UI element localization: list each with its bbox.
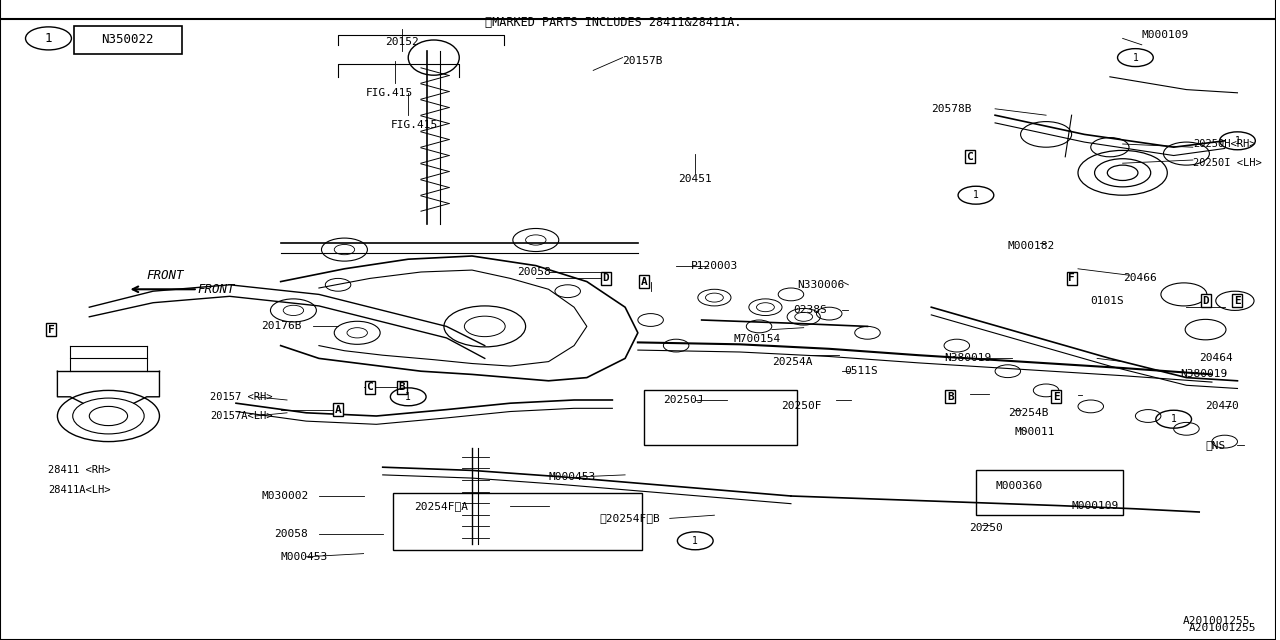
Text: P120003: P120003 <box>691 260 739 271</box>
Text: 28411A<LH>: 28411A<LH> <box>49 484 111 495</box>
Text: 0101S: 0101S <box>1091 296 1125 306</box>
Text: 20152: 20152 <box>385 36 419 47</box>
Text: 20058: 20058 <box>274 529 308 540</box>
Text: 1: 1 <box>1171 414 1176 424</box>
Text: 1: 1 <box>973 190 979 200</box>
Text: FRONT: FRONT <box>197 283 236 296</box>
Text: F: F <box>1069 273 1075 284</box>
Text: E: E <box>1234 296 1240 306</box>
Text: 20466: 20466 <box>1123 273 1156 284</box>
Text: C: C <box>366 382 374 392</box>
Text: M700154: M700154 <box>733 334 781 344</box>
Text: 0511S: 0511S <box>845 366 878 376</box>
Text: 20578B: 20578B <box>932 104 972 114</box>
Text: 20250J: 20250J <box>663 395 704 405</box>
Text: M00011: M00011 <box>1014 427 1055 437</box>
Text: 20250F: 20250F <box>781 401 822 412</box>
Text: 1: 1 <box>45 32 52 45</box>
Text: 20250: 20250 <box>969 523 1004 533</box>
Text: A: A <box>641 276 648 287</box>
Text: M030002: M030002 <box>261 491 308 501</box>
Text: B: B <box>398 382 406 392</box>
Text: 20254F※A: 20254F※A <box>415 500 468 511</box>
Text: N380019: N380019 <box>945 353 991 364</box>
Text: FIG.415: FIG.415 <box>390 120 438 130</box>
FancyBboxPatch shape <box>74 26 183 54</box>
Text: B: B <box>947 392 954 402</box>
Text: 20157A<LH>: 20157A<LH> <box>210 411 273 421</box>
Text: 0238S: 0238S <box>794 305 827 316</box>
Text: 1: 1 <box>1133 52 1138 63</box>
Text: 1: 1 <box>692 536 698 546</box>
FancyBboxPatch shape <box>393 493 641 550</box>
Text: M000453: M000453 <box>549 472 595 482</box>
Text: M000360: M000360 <box>995 481 1042 492</box>
Text: 20254A: 20254A <box>772 356 813 367</box>
Text: M000109: M000109 <box>1142 30 1189 40</box>
Text: N330006: N330006 <box>797 280 845 290</box>
Text: 20254B: 20254B <box>1007 408 1048 418</box>
FancyBboxPatch shape <box>975 470 1123 515</box>
Text: 28411 <RH>: 28411 <RH> <box>49 465 111 476</box>
Text: A: A <box>334 404 342 415</box>
Text: 20470: 20470 <box>1206 401 1239 412</box>
Text: 20176B: 20176B <box>261 321 302 332</box>
Text: 20250I <LH>: 20250I <LH> <box>1193 158 1262 168</box>
Text: 20451: 20451 <box>678 174 712 184</box>
Text: ※MARKED PARTS INCLUDES 28411&28411A.: ※MARKED PARTS INCLUDES 28411&28411A. <box>485 16 741 29</box>
Text: N350022: N350022 <box>101 33 154 46</box>
Text: ※NS: ※NS <box>1206 440 1226 450</box>
FancyBboxPatch shape <box>644 390 797 445</box>
Text: FRONT: FRONT <box>147 269 184 282</box>
Text: 1: 1 <box>406 392 411 402</box>
Text: 20058: 20058 <box>517 267 550 277</box>
Text: E: E <box>1053 392 1060 402</box>
Text: M000182: M000182 <box>1007 241 1055 252</box>
Text: 1: 1 <box>1234 136 1240 146</box>
Text: FIG.415: FIG.415 <box>366 88 412 98</box>
Text: M000109: M000109 <box>1071 500 1119 511</box>
Text: A201001255: A201001255 <box>1189 623 1257 634</box>
Text: F: F <box>47 324 55 335</box>
Text: M000453: M000453 <box>280 552 328 562</box>
Text: D: D <box>1202 296 1208 306</box>
Text: 20157B: 20157B <box>622 56 663 66</box>
Text: 20157 <RH>: 20157 <RH> <box>210 392 273 402</box>
Text: D: D <box>603 273 609 284</box>
Text: A201001255: A201001255 <box>1183 616 1251 626</box>
Text: N380019: N380019 <box>1180 369 1228 380</box>
Text: 20464: 20464 <box>1199 353 1233 364</box>
Text: 20250H<RH>: 20250H<RH> <box>1193 139 1256 149</box>
Text: ※20254F※B: ※20254F※B <box>599 513 660 524</box>
Text: C: C <box>966 152 973 162</box>
